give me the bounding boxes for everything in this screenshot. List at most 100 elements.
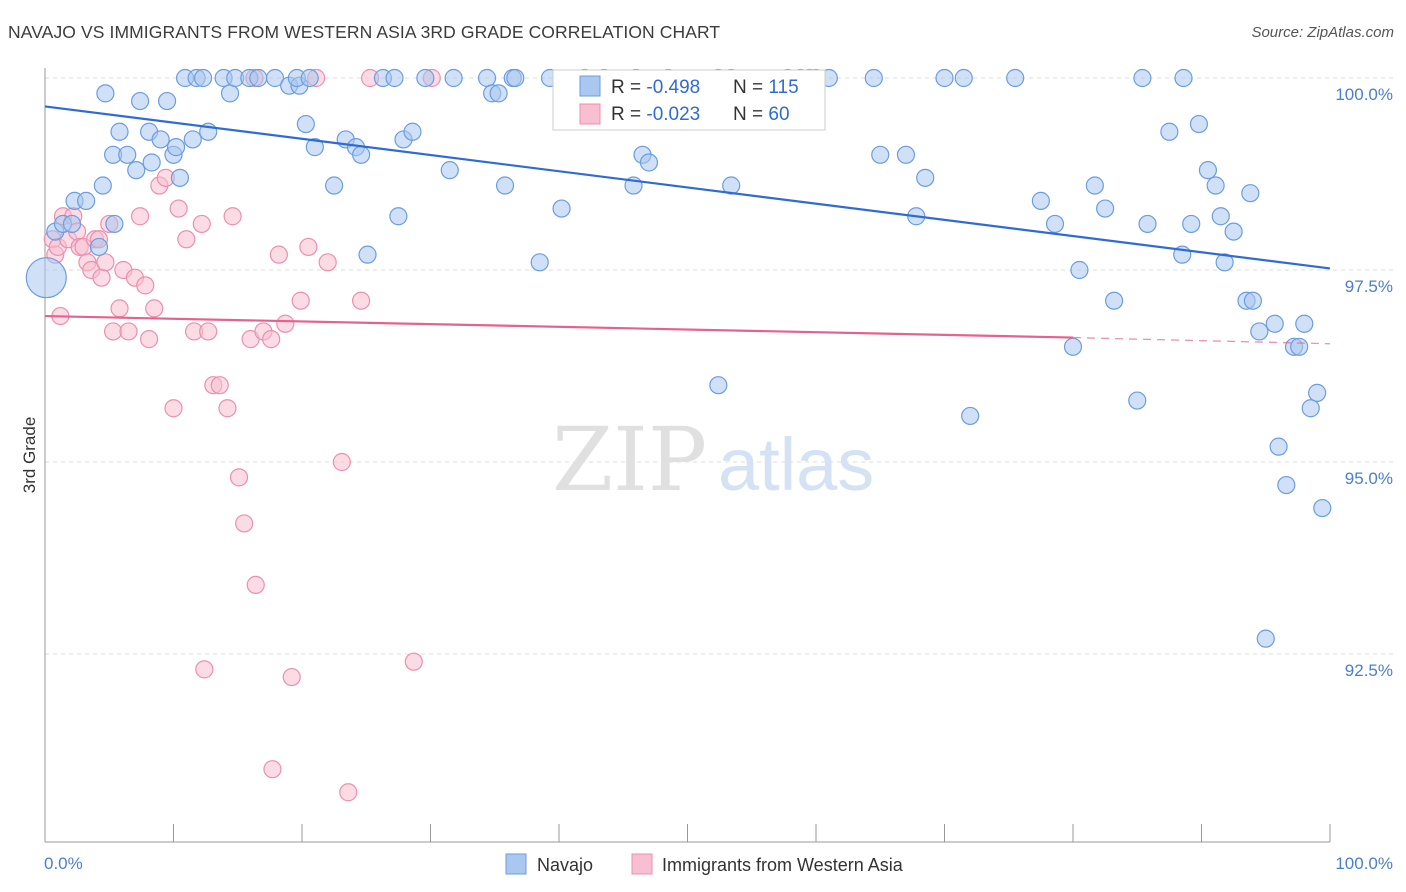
- navajo-point: [1224, 222, 1243, 241]
- navajo-point: [1070, 260, 1089, 280]
- navajo-point: [127, 161, 146, 180]
- immig-point: [299, 237, 318, 257]
- stats-immig-r-label: R =: [611, 104, 646, 125]
- immig-point: [235, 514, 254, 533]
- navajo-point: [495, 176, 515, 195]
- navajo-point: [1105, 291, 1124, 310]
- navajo-point: [1063, 337, 1083, 356]
- immig-point: [164, 399, 183, 418]
- immig-trendline-extension: [1072, 336, 1331, 345]
- immig-point: [139, 330, 159, 349]
- navajo-point: [358, 245, 377, 264]
- trendlines: [44, 105, 1331, 345]
- immig-point: [404, 652, 423, 671]
- series-navajo: [25, 68, 1332, 648]
- immig-point: [269, 245, 288, 264]
- navajo-point: [62, 214, 82, 234]
- stats-navajo-n-value: 115: [768, 77, 798, 98]
- navajo-point: [403, 122, 422, 141]
- y-tick-labels: 100.0% 97.5% 95.0% 92.5%: [1335, 85, 1393, 680]
- navajo-trendline: [44, 105, 1331, 270]
- immig-point: [119, 322, 138, 341]
- legend-navajo-swatch: [505, 853, 527, 875]
- navajo-point: [416, 68, 435, 88]
- navajo-point: [265, 68, 285, 88]
- stats-immig-r-value: -0.023: [646, 104, 700, 125]
- navajo-point: [105, 214, 124, 234]
- navajo-point: [110, 122, 129, 141]
- navajo-point: [325, 176, 344, 195]
- navajo-point: [96, 84, 115, 103]
- immig-point: [199, 322, 218, 341]
- stats-immig-n-value: 60: [768, 104, 789, 125]
- navajo-point: [1269, 437, 1288, 456]
- navajo-point: [300, 68, 319, 88]
- navajo-point: [1295, 314, 1314, 333]
- immig-point: [145, 299, 164, 318]
- immig-point: [104, 322, 123, 341]
- navajo-point: [352, 145, 371, 164]
- immig-point: [332, 452, 351, 472]
- navajo-point: [1243, 291, 1263, 310]
- immig-point: [192, 214, 211, 234]
- watermark-atlas: atlas: [718, 423, 874, 506]
- y-tick-label: 95.0%: [1345, 469, 1393, 488]
- navajo-point: [639, 153, 659, 172]
- svg-text:N = 60: N = 60: [733, 104, 790, 125]
- navajo-point: [1290, 337, 1309, 356]
- y-tick-label: 92.5%: [1345, 661, 1393, 680]
- chart-title: NAVAJO VS IMMIGRANTS FROM WESTERN ASIA 3…: [8, 22, 721, 42]
- navajo-point: [389, 207, 408, 226]
- stats-navajo-r-label: R =: [611, 77, 646, 98]
- y-tick-label: 97.5%: [1345, 277, 1393, 296]
- navajo-point: [444, 68, 463, 88]
- navajo-point: [1128, 391, 1147, 410]
- y-axis-title: 3rd Grade: [20, 417, 39, 494]
- legend-immig-label: Immigrants from Western Asia: [662, 855, 904, 875]
- navajo-point: [1301, 399, 1320, 418]
- immig-point: [96, 253, 115, 272]
- navajo-point: [1256, 629, 1275, 648]
- immig-point: [218, 399, 237, 418]
- immig-point: [291, 291, 310, 310]
- navajo-point: [1006, 68, 1025, 88]
- y-tick-label: 100.0%: [1335, 85, 1393, 104]
- immig-point: [276, 314, 295, 333]
- legend-immig-swatch: [631, 853, 653, 875]
- navajo-point: [220, 84, 240, 103]
- navajo-point: [916, 168, 935, 187]
- x-tick-label: 0.0%: [44, 854, 83, 873]
- navajo-point: [1206, 176, 1225, 195]
- stats-box: R = -0.498 N = 115 R = -0.023 N = 60: [552, 69, 826, 131]
- stats-navajo-n-label: N =: [733, 77, 768, 98]
- immig-point: [318, 253, 337, 272]
- navajo-point: [249, 68, 268, 88]
- navajo-point: [871, 145, 890, 164]
- immig-point: [195, 660, 214, 679]
- navajo-point: [552, 199, 571, 218]
- x-tick-label: 100.0%: [1335, 854, 1393, 873]
- navajo-point: [1211, 207, 1230, 226]
- gridlines: [45, 77, 1395, 655]
- navajo-point: [118, 145, 137, 164]
- navajo-point: [77, 191, 96, 210]
- legend-navajo-label: Navajo: [537, 855, 593, 875]
- navajo-point: [1215, 253, 1234, 272]
- source-credit: Source: ZipAtlas.com: [1251, 24, 1394, 41]
- immig-point: [169, 199, 188, 218]
- navajo-point: [1133, 68, 1152, 88]
- navajo-point: [93, 176, 112, 195]
- navajo-point: [1198, 161, 1218, 180]
- navajo-point: [1031, 191, 1050, 210]
- navajo-point: [489, 84, 508, 103]
- axes: [44, 68, 1331, 843]
- navajo-point: [530, 253, 549, 272]
- navajo-point: [385, 68, 404, 88]
- navajo-point: [157, 91, 177, 111]
- immig-point: [339, 783, 358, 802]
- immig-point: [210, 376, 229, 395]
- svg-text:R = -0.023: R = -0.023: [611, 104, 700, 125]
- svg-text:N = 115: N = 115: [733, 77, 799, 98]
- navajo-point: [170, 168, 190, 187]
